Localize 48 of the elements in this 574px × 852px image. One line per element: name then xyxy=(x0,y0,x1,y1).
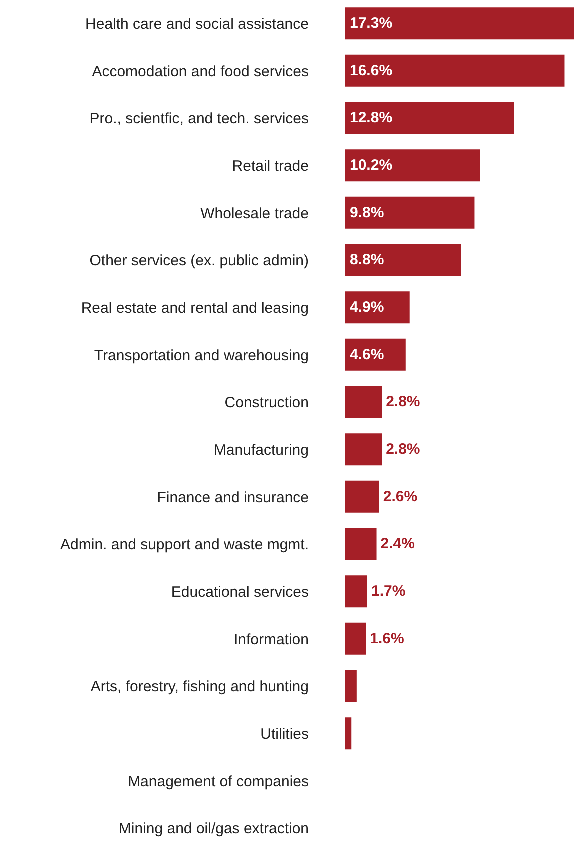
data-label: 10.2% xyxy=(350,157,393,174)
y-tick-label: Other services (ex. public admin) xyxy=(90,252,309,270)
data-label: 2.4% xyxy=(380,536,415,553)
data-label: 9.8% xyxy=(350,204,384,222)
y-tick-label: Mining and oil/gas extraction xyxy=(118,820,309,838)
bar xyxy=(345,622,366,655)
bar xyxy=(345,670,357,702)
y-tick-label: Construction xyxy=(224,394,309,412)
bar xyxy=(345,386,382,418)
y-tick-label: Manufacturing xyxy=(214,442,309,459)
bar xyxy=(345,292,410,324)
y-tick-label: Information xyxy=(234,631,309,648)
y-tick-label: Management of companies xyxy=(128,773,309,790)
bar xyxy=(345,338,406,371)
data-label: 2.8% xyxy=(386,394,420,411)
data-label: 2.6% xyxy=(383,488,418,506)
y-tick-label: Pro., scientfic, and tech. services xyxy=(90,110,309,128)
y-tick-label: Admin. and support and waste mgmt. xyxy=(60,536,309,554)
bar xyxy=(345,576,368,608)
data-label: 4.6% xyxy=(350,346,384,364)
bar xyxy=(345,480,380,513)
bar xyxy=(345,54,565,87)
y-tick-label: Arts, forestry, fishing and hunting xyxy=(90,678,309,696)
data-label: 17.3% xyxy=(350,15,393,32)
bar xyxy=(345,434,382,466)
bar xyxy=(345,528,377,560)
y-tick-label: Accomodation and food services xyxy=(92,63,309,80)
data-label: 2.8% xyxy=(386,441,420,458)
y-tick-label: Educational services xyxy=(171,584,309,601)
data-label: 16.6% xyxy=(350,62,393,80)
bar xyxy=(345,102,514,134)
data-label: 12.8% xyxy=(350,110,393,127)
data-label: 8.8% xyxy=(350,252,384,269)
bar xyxy=(345,718,352,750)
bar xyxy=(345,196,475,229)
bar xyxy=(345,8,574,40)
y-tick-label: Wholesale trade xyxy=(200,205,309,222)
y-tick-label: Transportation and warehousing xyxy=(94,347,309,364)
y-tick-label: Health care and social assistance xyxy=(86,16,309,33)
data-label: 1.7% xyxy=(372,583,406,600)
y-tick-label: Retail trade xyxy=(232,158,309,175)
bar xyxy=(345,244,462,276)
y-tick-label: Finance and insurance xyxy=(157,489,309,506)
bar xyxy=(345,150,480,182)
y-tick-label: Real estate and rental and leasing xyxy=(81,300,309,317)
data-label: 1.6% xyxy=(370,630,404,648)
y-tick-label: Utilities xyxy=(260,726,309,743)
data-label: 4.9% xyxy=(350,299,384,316)
